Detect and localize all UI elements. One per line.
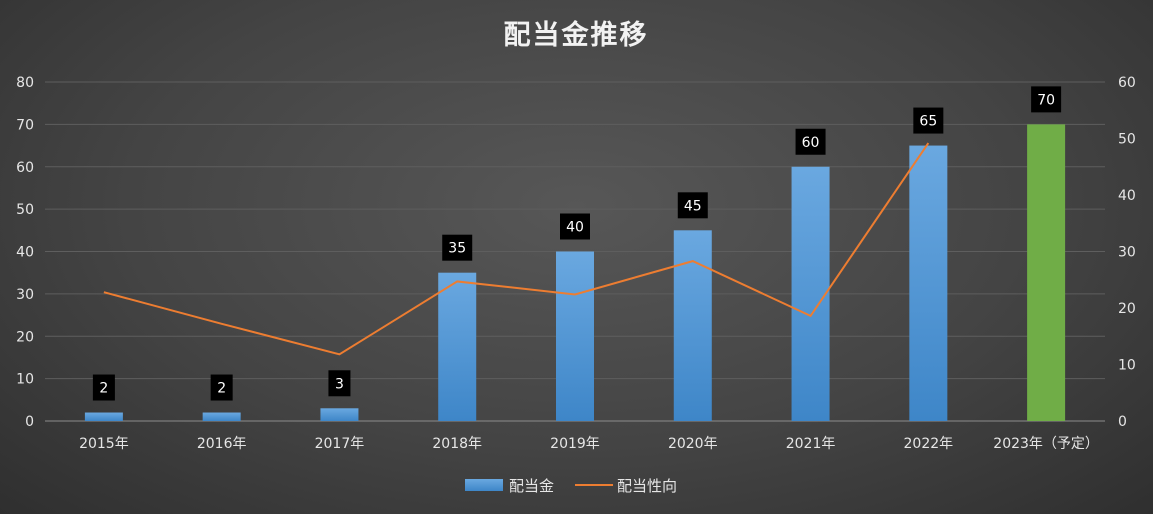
y-left-tick-label: 40: [16, 245, 34, 261]
x-tick-label: 2017年: [315, 436, 365, 452]
x-tick-label: 2018年: [432, 436, 482, 452]
axes: 0 10 20 30 40 50 60 70 80 0 10 20 30 40 50 60 2015年 2016年…: [16, 75, 1136, 452]
bar: [673, 230, 712, 421]
x-tick-label: 2019年: [550, 436, 600, 452]
data-label-box: [560, 213, 590, 240]
line-series: [103, 142, 930, 356]
bar: [438, 272, 477, 421]
payout-ratio-line: [103, 142, 930, 356]
data-label: 65: [919, 114, 937, 130]
y-right-tick-label: 30: [1118, 245, 1136, 261]
x-tick-label: 2020年: [668, 436, 718, 452]
legend-bar-swatch: [465, 479, 503, 491]
data-label-box: [328, 370, 351, 397]
bar: [202, 412, 241, 421]
data-label-box: [442, 234, 473, 261]
y-left-tick-label: 0: [25, 414, 34, 430]
x-tick-label: 2022年: [904, 436, 954, 452]
bar: [909, 145, 948, 421]
y-right-tick-label: 20: [1118, 301, 1136, 317]
chart-title: 配当金推移: [504, 19, 649, 51]
data-label-box: [210, 374, 233, 401]
data-label: 40: [566, 220, 584, 236]
data-label-box: [913, 107, 944, 134]
bar: [320, 408, 359, 421]
y-right-tick-label: 40: [1118, 188, 1136, 204]
data-label: 35: [448, 241, 466, 257]
data-label-box: [1031, 86, 1062, 113]
data-label-box: [92, 374, 115, 401]
data-label: 2: [217, 381, 226, 397]
data-label: 2: [99, 381, 108, 397]
y-left-tick-label: 50: [16, 202, 34, 218]
bar: [1027, 124, 1066, 421]
data-label: 45: [684, 198, 702, 214]
data-label: 3: [335, 376, 344, 392]
legend: 配当金 配当性向: [465, 477, 677, 495]
legend-bar-label: 配当金: [509, 477, 554, 495]
y-right-tick-label: 50: [1118, 132, 1136, 148]
data-label-box: [795, 128, 826, 155]
data-label-box: [677, 192, 708, 219]
y-left-tick-label: 80: [16, 75, 34, 91]
y-right-tick-label: 60: [1118, 75, 1136, 91]
y-right-tick-label: 0: [1118, 414, 1127, 430]
x-tick-label: 2021年: [786, 436, 836, 452]
y-left-tick-label: 20: [16, 329, 34, 345]
bar: [791, 166, 830, 421]
bar: [556, 251, 594, 421]
y-left-tick-label: 30: [16, 287, 34, 303]
y-left-tick-label: 70: [16, 117, 34, 133]
x-tick-label: 2023年（予定）: [993, 436, 1099, 452]
y-right-tick-label: 10: [1118, 358, 1136, 374]
data-label: 70: [1037, 92, 1055, 108]
legend-line-label: 配当性向: [617, 477, 677, 495]
data-labels: 2 2 3 35 40 45 60 65 70: [92, 86, 1062, 401]
x-tick-label: 2016年: [197, 436, 247, 452]
x-tick-label: 2015年: [79, 436, 129, 452]
y-left-tick-label: 60: [16, 160, 34, 176]
data-label: 60: [802, 135, 820, 151]
bar: [84, 412, 123, 421]
bar-series: [84, 124, 1066, 421]
y-left-tick-label: 10: [16, 372, 34, 388]
